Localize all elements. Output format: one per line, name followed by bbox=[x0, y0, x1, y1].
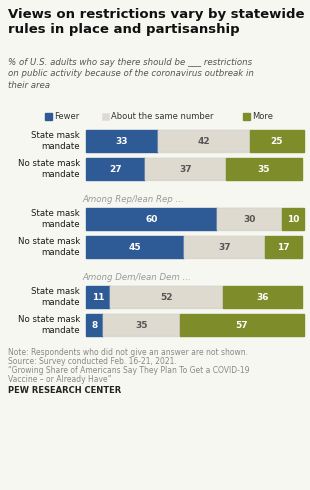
Text: Source: Survey conducted Feb. 16-21, 2021.: Source: Survey conducted Feb. 16-21, 202… bbox=[8, 357, 177, 366]
Text: 10: 10 bbox=[287, 215, 299, 223]
Text: More: More bbox=[252, 112, 273, 121]
Bar bbox=[86, 286, 110, 308]
Bar bbox=[102, 113, 109, 120]
Bar bbox=[184, 236, 265, 258]
Bar bbox=[145, 158, 225, 180]
Bar bbox=[158, 130, 250, 152]
Bar bbox=[184, 236, 265, 258]
Text: 57: 57 bbox=[236, 320, 248, 329]
Bar bbox=[86, 158, 145, 180]
Text: 11: 11 bbox=[92, 293, 104, 301]
Text: 30: 30 bbox=[243, 215, 256, 223]
Text: PEW RESEARCH CENTER: PEW RESEARCH CENTER bbox=[8, 386, 121, 395]
Bar bbox=[110, 286, 223, 308]
Text: State mask
mandate: State mask mandate bbox=[31, 209, 80, 229]
Bar bbox=[45, 113, 52, 120]
Text: Views on restrictions vary by statewide
rules in place and partisanship: Views on restrictions vary by statewide … bbox=[8, 8, 304, 36]
Text: No state mask
mandate: No state mask mandate bbox=[18, 159, 80, 179]
Text: Vaccine – or Already Have”: Vaccine – or Already Have” bbox=[8, 375, 112, 384]
Bar bbox=[223, 286, 302, 308]
Text: % of U.S. adults who say there should be ___ restrictions
on public activity bec: % of U.S. adults who say there should be… bbox=[8, 58, 254, 90]
Text: 17: 17 bbox=[277, 243, 290, 251]
Bar bbox=[104, 314, 180, 336]
Text: 25: 25 bbox=[271, 137, 283, 146]
Bar bbox=[158, 130, 250, 152]
Text: “Growing Share of Americans Say They Plan To Get a COVID-19: “Growing Share of Americans Say They Pla… bbox=[8, 366, 250, 375]
Text: 27: 27 bbox=[109, 165, 122, 173]
Bar bbox=[217, 208, 282, 230]
Text: 8: 8 bbox=[91, 320, 98, 329]
Bar bbox=[86, 208, 217, 230]
Text: State mask
mandate: State mask mandate bbox=[31, 287, 80, 307]
Text: Note: Respondents who did not give an answer are not shown.: Note: Respondents who did not give an an… bbox=[8, 348, 248, 357]
Text: 35: 35 bbox=[135, 320, 148, 329]
Text: 36: 36 bbox=[256, 293, 269, 301]
Text: 35: 35 bbox=[257, 165, 270, 173]
Text: 45: 45 bbox=[129, 243, 141, 251]
Bar bbox=[282, 208, 304, 230]
Text: 42: 42 bbox=[197, 137, 210, 146]
Text: No state mask
mandate: No state mask mandate bbox=[18, 315, 80, 335]
Text: Fewer: Fewer bbox=[54, 112, 79, 121]
Text: 60: 60 bbox=[145, 215, 157, 223]
Text: State mask
mandate: State mask mandate bbox=[31, 131, 80, 151]
Bar bbox=[250, 130, 304, 152]
Text: About the same number: About the same number bbox=[111, 112, 214, 121]
Text: 33: 33 bbox=[116, 137, 128, 146]
Bar bbox=[104, 314, 180, 336]
Bar bbox=[110, 286, 223, 308]
Bar bbox=[180, 314, 304, 336]
Text: Among Rep/lean Rep ...: Among Rep/lean Rep ... bbox=[82, 195, 184, 204]
Bar bbox=[86, 130, 158, 152]
Text: Among Dem/lean Dem ...: Among Dem/lean Dem ... bbox=[82, 273, 191, 282]
Bar bbox=[86, 314, 104, 336]
Text: 37: 37 bbox=[179, 165, 192, 173]
Bar bbox=[86, 236, 184, 258]
Bar bbox=[225, 158, 302, 180]
Bar bbox=[145, 158, 225, 180]
Text: No state mask
mandate: No state mask mandate bbox=[18, 237, 80, 257]
Text: 52: 52 bbox=[160, 293, 173, 301]
Bar bbox=[243, 113, 250, 120]
Text: 37: 37 bbox=[218, 243, 231, 251]
Bar bbox=[265, 236, 302, 258]
Bar bbox=[217, 208, 282, 230]
